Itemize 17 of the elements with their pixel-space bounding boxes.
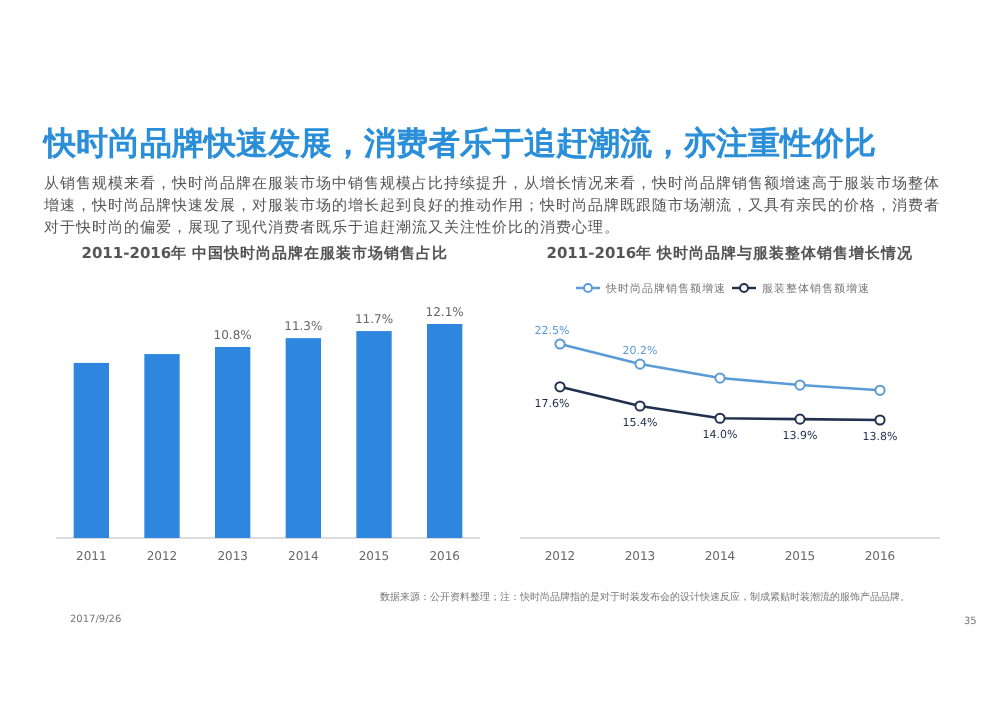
bar — [73, 362, 109, 538]
point — [554, 381, 566, 393]
text: 快时尚品牌快速发展，消费者乐于追赶潮流，亦注重性价比 — [44, 124, 876, 166]
point — [714, 412, 726, 424]
point — [634, 358, 646, 370]
point — [554, 338, 566, 350]
point — [874, 414, 886, 426]
bar — [215, 346, 251, 538]
point — [794, 379, 806, 391]
bar — [285, 338, 321, 538]
bar — [356, 331, 392, 538]
bar — [427, 324, 463, 538]
bar — [144, 354, 180, 538]
point — [794, 413, 806, 425]
point — [874, 384, 886, 396]
point — [714, 372, 726, 384]
point — [634, 400, 646, 412]
